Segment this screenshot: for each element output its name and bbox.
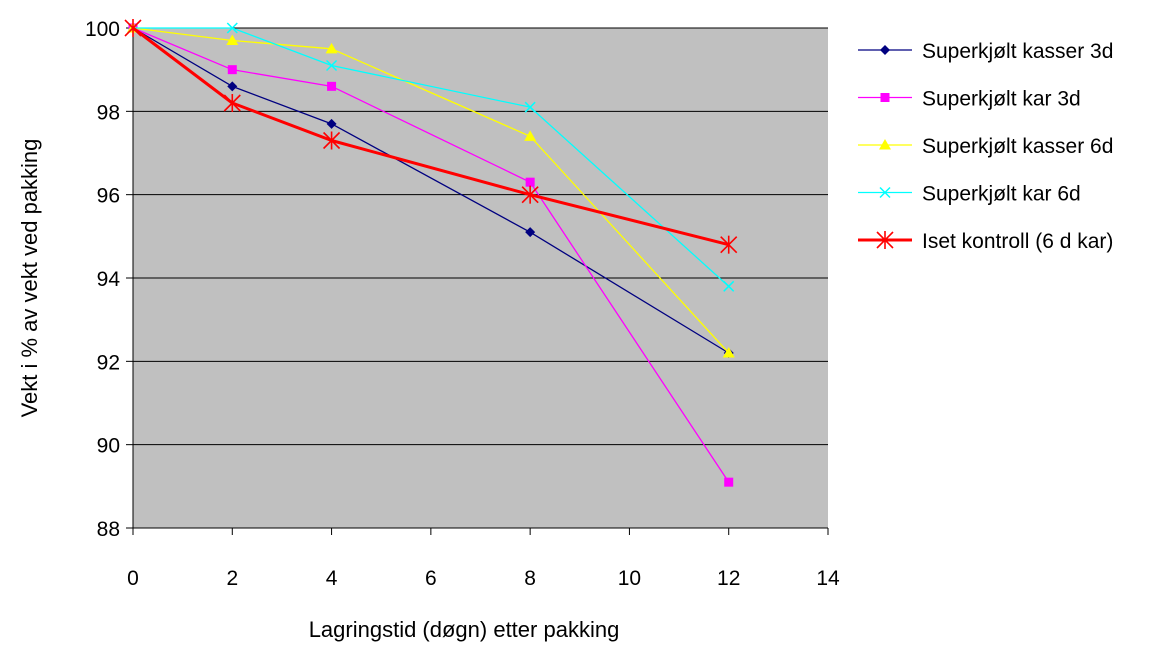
x-axis-ticks: 0 2 4 6 8 10 12 14 bbox=[127, 528, 840, 590]
data-point-diamond-marker bbox=[880, 45, 890, 55]
x-tick-label: 4 bbox=[326, 567, 338, 590]
legend: Superkjølt kasser 3d Superkjølt kar 3d Sup… bbox=[858, 40, 1113, 253]
legend-item: Superkjølt kasser 3d bbox=[858, 40, 1113, 63]
legend-label: Superkjølt kar 3d bbox=[922, 88, 1081, 111]
data-point-x-marker bbox=[226, 22, 238, 34]
legend-item: Superkjølt kasser 6d bbox=[858, 135, 1113, 158]
legend-item: Iset kontroll (6 d kar) bbox=[858, 230, 1113, 253]
data-point-triangle-marker bbox=[325, 42, 338, 54]
data-point-x-marker bbox=[879, 186, 891, 199]
data-point-diamond-marker bbox=[525, 227, 536, 238]
x-tick-label: 14 bbox=[816, 567, 840, 590]
marker-stroke bbox=[723, 280, 735, 292]
y-tick-label: 88 bbox=[97, 518, 120, 541]
legend-label: Superkjølt kasser 6d bbox=[922, 135, 1113, 158]
data-point-triangle-marker bbox=[524, 130, 537, 141]
data-point-diamond-marker bbox=[227, 81, 238, 92]
data-point-square-marker bbox=[724, 477, 734, 487]
y-tick-label: 94 bbox=[97, 268, 121, 291]
data-point-star-marker bbox=[876, 231, 894, 249]
y-axis-title: Vekt i % av vekt ved pakking bbox=[17, 139, 42, 418]
x-tick-label: 0 bbox=[127, 567, 139, 590]
series-group bbox=[124, 19, 738, 487]
data-point-x-marker bbox=[524, 101, 536, 113]
data-point-x-marker bbox=[326, 59, 338, 72]
y-tick-label: 98 bbox=[97, 101, 120, 124]
legend-label: Iset kontroll (6 d kar) bbox=[922, 230, 1113, 253]
marker-stroke bbox=[879, 186, 891, 199]
legend-label: Superkjølt kar 6d bbox=[922, 183, 1081, 206]
data-point-star-marker bbox=[323, 131, 341, 150]
data-point-square-marker bbox=[525, 177, 535, 187]
marker-stroke bbox=[326, 59, 338, 72]
legend-label: Superkjølt kasser 3d bbox=[922, 40, 1113, 63]
data-point-x-marker bbox=[723, 280, 735, 292]
y-tick-label: 96 bbox=[97, 185, 120, 208]
data-point-square-marker bbox=[880, 93, 890, 102]
x-tick-label: 12 bbox=[717, 567, 740, 590]
x-tick-label: 10 bbox=[618, 567, 641, 590]
y-tick-label: 100 bbox=[85, 18, 120, 41]
series-1 bbox=[128, 23, 734, 358]
y-axis-ticks: 88 90 92 94 96 98 100 bbox=[85, 18, 133, 541]
data-point-diamond-marker bbox=[326, 118, 337, 129]
data-point-square-marker bbox=[327, 81, 337, 91]
legend-item: Superkjølt kar 3d bbox=[858, 88, 1081, 111]
data-point-star-marker bbox=[720, 235, 738, 254]
marker-stroke bbox=[226, 22, 238, 34]
data-point-star-marker bbox=[521, 185, 539, 204]
data-point-star-marker bbox=[124, 19, 142, 37]
data-point-square-marker bbox=[227, 65, 237, 75]
data-point-star-marker bbox=[223, 94, 241, 112]
y-tick-label: 92 bbox=[97, 351, 120, 374]
legend-item: Superkjølt kar 6d bbox=[858, 183, 1081, 206]
x-axis-title: Lagringstid (døgn) etter pakking bbox=[309, 617, 620, 642]
x-tick-label: 2 bbox=[226, 567, 238, 590]
data-point-triangle-marker bbox=[722, 347, 735, 358]
y-tick-label: 90 bbox=[97, 435, 120, 458]
gridlines bbox=[133, 27, 828, 446]
data-point-triangle-marker bbox=[226, 34, 239, 45]
x-tick-label: 6 bbox=[425, 567, 437, 590]
marker-stroke bbox=[524, 101, 536, 113]
x-tick-label: 8 bbox=[524, 567, 536, 590]
data-point-triangle-marker bbox=[879, 139, 891, 150]
series-5 bbox=[124, 19, 738, 254]
